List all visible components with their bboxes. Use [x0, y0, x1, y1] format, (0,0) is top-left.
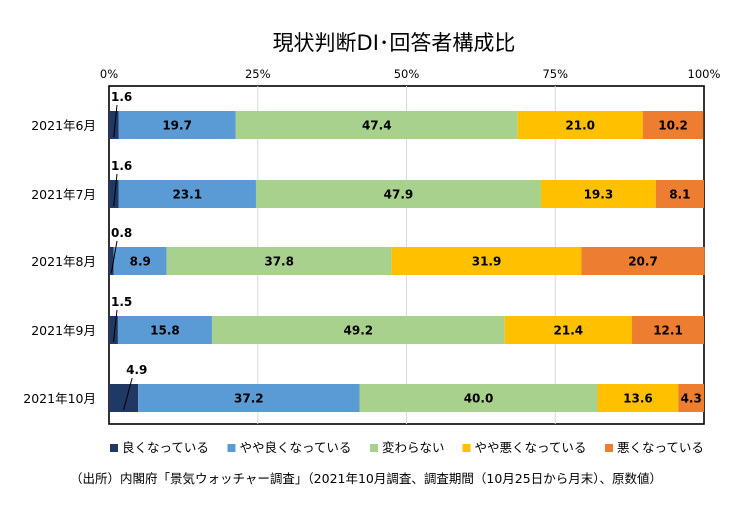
chart-title: 現状判断DI･回答者構成比 [273, 31, 516, 55]
bar-segment [655, 180, 704, 208]
category-label: 2021年10月 [23, 391, 96, 406]
bar-segment [678, 384, 704, 412]
bar-segment [597, 384, 679, 412]
data-label: 13.6 [623, 392, 653, 406]
legend-swatch [227, 444, 236, 452]
leader-line [113, 173, 118, 207]
data-label: 19.7 [162, 119, 192, 133]
bar-segment [642, 111, 704, 139]
bar-segment [117, 316, 212, 344]
x-tick-label: 50% [394, 67, 420, 81]
bar-segment [255, 180, 541, 208]
data-label: 0.8 [111, 226, 132, 240]
bar-segment [235, 111, 518, 139]
x-tick-label: 25% [245, 67, 271, 81]
x-tick-label: 75% [542, 67, 568, 81]
data-label: 10.2 [658, 119, 688, 133]
category-label: 2021年9月 [31, 323, 96, 338]
leader-line [112, 309, 118, 343]
leader-line [110, 240, 118, 274]
bar-segment [118, 111, 236, 139]
legend-swatch [462, 444, 471, 452]
bar-segment [391, 247, 582, 275]
data-label: 49.2 [344, 324, 374, 338]
data-label: 23.1 [172, 188, 202, 202]
bar-segment [359, 384, 598, 412]
x-tick-label: 100% [688, 67, 721, 81]
data-label: 15.8 [150, 324, 180, 338]
legend-label: 悪くなっている [617, 440, 704, 455]
legend-label: 良くなっている [122, 440, 209, 455]
data-label: 8.9 [130, 255, 151, 269]
data-label: 1.6 [111, 90, 132, 104]
data-label: 21.4 [554, 324, 584, 338]
bar-segment [504, 316, 633, 344]
data-label: 21.0 [565, 119, 595, 133]
bar-segment [109, 111, 119, 139]
data-label: 1.5 [111, 295, 132, 309]
bar-segment [211, 316, 505, 344]
bar-segment [109, 247, 114, 275]
legend-label: やや良くなっている [240, 440, 352, 455]
data-label: 4.3 [681, 392, 702, 406]
bar-segment [113, 247, 167, 275]
data-label: 37.8 [264, 255, 294, 269]
bar-segment [632, 316, 704, 344]
leader-line [123, 377, 133, 411]
bar-segment [118, 180, 256, 208]
data-label: 20.7 [628, 255, 658, 269]
bar-segment [517, 111, 643, 139]
category-label: 2021年7月 [31, 187, 96, 202]
data-label: 47.9 [384, 188, 414, 202]
bar-segment [581, 247, 705, 275]
data-label: 1.6 [111, 159, 132, 173]
legend-swatch [370, 444, 378, 452]
data-label: 37.2 [234, 392, 264, 406]
legend-label: 変わらない [382, 440, 445, 455]
leader-line [113, 104, 118, 138]
bar-segment [138, 384, 360, 412]
data-label: 19.3 [584, 188, 614, 202]
bar-segment [109, 384, 139, 412]
data-label: 40.0 [464, 392, 494, 406]
data-label: 12.1 [653, 324, 683, 338]
bar-segment [166, 247, 392, 275]
bar-segment [109, 180, 119, 208]
category-label: 2021年8月 [31, 254, 96, 269]
data-label: 31.9 [472, 255, 502, 269]
legend-label: やや悪くなっている [475, 440, 587, 455]
x-tick-label: 0% [100, 67, 118, 81]
bar-segment [109, 316, 118, 344]
legend-swatch [110, 444, 118, 452]
source-note: （出所）内閣府「景気ウォッチャー調査」（2021年10月調査、調査期間（10月2… [70, 471, 662, 486]
category-label: 2021年6月 [31, 118, 96, 133]
data-label: 47.4 [362, 119, 392, 133]
bar-segment [540, 180, 656, 208]
legend-swatch [605, 444, 613, 452]
data-label: 8.1 [669, 188, 690, 202]
data-label: 4.9 [126, 363, 147, 377]
